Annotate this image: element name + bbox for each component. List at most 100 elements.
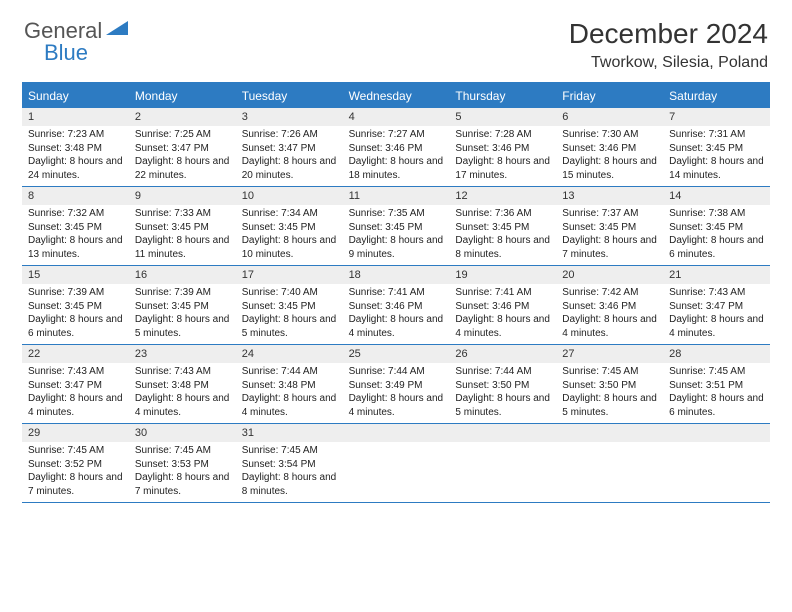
day-details: Sunrise: 7:25 AMSunset: 3:47 PMDaylight:… [129,126,236,186]
daylight-text: Daylight: 8 hours and 6 minutes. [669,234,764,261]
day-number: 11 [343,187,450,205]
day-details: Sunrise: 7:41 AMSunset: 3:46 PMDaylight:… [449,284,556,344]
day-cell: 9Sunrise: 7:33 AMSunset: 3:45 PMDaylight… [129,187,236,265]
day-cell: 17Sunrise: 7:40 AMSunset: 3:45 PMDayligh… [236,266,343,344]
sunset-text: Sunset: 3:45 PM [242,221,337,235]
day-details: Sunrise: 7:34 AMSunset: 3:45 PMDaylight:… [236,205,343,265]
day-cell [556,424,663,502]
day-details: Sunrise: 7:36 AMSunset: 3:45 PMDaylight:… [449,205,556,265]
day-details: Sunrise: 7:32 AMSunset: 3:45 PMDaylight:… [22,205,129,265]
dow-saturday: Saturday [663,84,770,108]
daylight-text: Daylight: 8 hours and 18 minutes. [349,155,444,182]
day-details: Sunrise: 7:26 AMSunset: 3:47 PMDaylight:… [236,126,343,186]
week-row: 29Sunrise: 7:45 AMSunset: 3:52 PMDayligh… [22,424,770,503]
dow-monday: Monday [129,84,236,108]
location-text: Tworkow, Silesia, Poland [569,54,768,72]
daylight-text: Daylight: 8 hours and 6 minutes. [669,392,764,419]
day-details: Sunrise: 7:28 AMSunset: 3:46 PMDaylight:… [449,126,556,186]
day-number: 9 [129,187,236,205]
day-details: Sunrise: 7:27 AMSunset: 3:46 PMDaylight:… [343,126,450,186]
daylight-text: Daylight: 8 hours and 20 minutes. [242,155,337,182]
day-cell [449,424,556,502]
day-number: 16 [129,266,236,284]
day-number: 3 [236,108,343,126]
sunrise-text: Sunrise: 7:39 AM [135,286,230,300]
sunrise-text: Sunrise: 7:44 AM [455,365,550,379]
title-block: December 2024 Tworkow, Silesia, Poland [569,18,768,72]
sunrise-text: Sunrise: 7:39 AM [28,286,123,300]
sunrise-text: Sunrise: 7:45 AM [242,444,337,458]
day-cell: 1Sunrise: 7:23 AMSunset: 3:48 PMDaylight… [22,108,129,186]
day-details: Sunrise: 7:39 AMSunset: 3:45 PMDaylight:… [22,284,129,344]
sunset-text: Sunset: 3:50 PM [562,379,657,393]
day-details: Sunrise: 7:44 AMSunset: 3:49 PMDaylight:… [343,363,450,423]
sunrise-text: Sunrise: 7:36 AM [455,207,550,221]
day-details: Sunrise: 7:44 AMSunset: 3:50 PMDaylight:… [449,363,556,423]
day-cell: 18Sunrise: 7:41 AMSunset: 3:46 PMDayligh… [343,266,450,344]
daylight-text: Daylight: 8 hours and 7 minutes. [562,234,657,261]
day-cell: 7Sunrise: 7:31 AMSunset: 3:45 PMDaylight… [663,108,770,186]
weeks-container: 1Sunrise: 7:23 AMSunset: 3:48 PMDaylight… [22,108,770,503]
day-details: Sunrise: 7:45 AMSunset: 3:52 PMDaylight:… [22,442,129,502]
sunset-text: Sunset: 3:47 PM [669,300,764,314]
sunrise-text: Sunrise: 7:37 AM [562,207,657,221]
day-cell: 29Sunrise: 7:45 AMSunset: 3:52 PMDayligh… [22,424,129,502]
day-cell [663,424,770,502]
sunrise-text: Sunrise: 7:45 AM [28,444,123,458]
sunset-text: Sunset: 3:45 PM [562,221,657,235]
sunrise-text: Sunrise: 7:35 AM [349,207,444,221]
sunrise-text: Sunrise: 7:26 AM [242,128,337,142]
day-cell: 5Sunrise: 7:28 AMSunset: 3:46 PMDaylight… [449,108,556,186]
day-cell: 26Sunrise: 7:44 AMSunset: 3:50 PMDayligh… [449,345,556,423]
daylight-text: Daylight: 8 hours and 8 minutes. [242,471,337,498]
sunset-text: Sunset: 3:46 PM [455,300,550,314]
day-number: 2 [129,108,236,126]
dow-sunday: Sunday [22,84,129,108]
sunrise-text: Sunrise: 7:44 AM [242,365,337,379]
sunset-text: Sunset: 3:48 PM [135,379,230,393]
day-cell: 8Sunrise: 7:32 AMSunset: 3:45 PMDaylight… [22,187,129,265]
day-details: Sunrise: 7:44 AMSunset: 3:48 PMDaylight:… [236,363,343,423]
day-cell: 3Sunrise: 7:26 AMSunset: 3:47 PMDaylight… [236,108,343,186]
daylight-text: Daylight: 8 hours and 5 minutes. [562,392,657,419]
day-details: Sunrise: 7:45 AMSunset: 3:51 PMDaylight:… [663,363,770,423]
day-number: 24 [236,345,343,363]
week-row: 22Sunrise: 7:43 AMSunset: 3:47 PMDayligh… [22,345,770,424]
daylight-text: Daylight: 8 hours and 4 minutes. [562,313,657,340]
day-cell: 23Sunrise: 7:43 AMSunset: 3:48 PMDayligh… [129,345,236,423]
daylight-text: Daylight: 8 hours and 4 minutes. [669,313,764,340]
day-cell: 4Sunrise: 7:27 AMSunset: 3:46 PMDaylight… [343,108,450,186]
day-number: 13 [556,187,663,205]
day-cell: 11Sunrise: 7:35 AMSunset: 3:45 PMDayligh… [343,187,450,265]
daylight-text: Daylight: 8 hours and 17 minutes. [455,155,550,182]
day-details: Sunrise: 7:45 AMSunset: 3:50 PMDaylight:… [556,363,663,423]
dow-friday: Friday [556,84,663,108]
daylight-text: Daylight: 8 hours and 24 minutes. [28,155,123,182]
daylight-text: Daylight: 8 hours and 4 minutes. [349,313,444,340]
daylight-text: Daylight: 8 hours and 11 minutes. [135,234,230,261]
day-number: 28 [663,345,770,363]
day-number: 31 [236,424,343,442]
header: General Blue December 2024 Tworkow, Sile… [0,0,792,82]
day-cell: 28Sunrise: 7:45 AMSunset: 3:51 PMDayligh… [663,345,770,423]
daylight-text: Daylight: 8 hours and 4 minutes. [455,313,550,340]
daylight-text: Daylight: 8 hours and 14 minutes. [669,155,764,182]
sunset-text: Sunset: 3:49 PM [349,379,444,393]
sunset-text: Sunset: 3:45 PM [669,221,764,235]
day-cell: 31Sunrise: 7:45 AMSunset: 3:54 PMDayligh… [236,424,343,502]
day-number: 7 [663,108,770,126]
day-number: 17 [236,266,343,284]
day-details: Sunrise: 7:45 AMSunset: 3:53 PMDaylight:… [129,442,236,502]
day-cell: 15Sunrise: 7:39 AMSunset: 3:45 PMDayligh… [22,266,129,344]
sunset-text: Sunset: 3:46 PM [455,142,550,156]
sunrise-text: Sunrise: 7:43 AM [28,365,123,379]
day-number: 30 [129,424,236,442]
daylight-text: Daylight: 8 hours and 5 minutes. [455,392,550,419]
sunset-text: Sunset: 3:45 PM [28,221,123,235]
day-details: Sunrise: 7:43 AMSunset: 3:48 PMDaylight:… [129,363,236,423]
sunset-text: Sunset: 3:45 PM [669,142,764,156]
sunrise-text: Sunrise: 7:40 AM [242,286,337,300]
day-number: 27 [556,345,663,363]
day-number: 15 [22,266,129,284]
daylight-text: Daylight: 8 hours and 5 minutes. [135,313,230,340]
